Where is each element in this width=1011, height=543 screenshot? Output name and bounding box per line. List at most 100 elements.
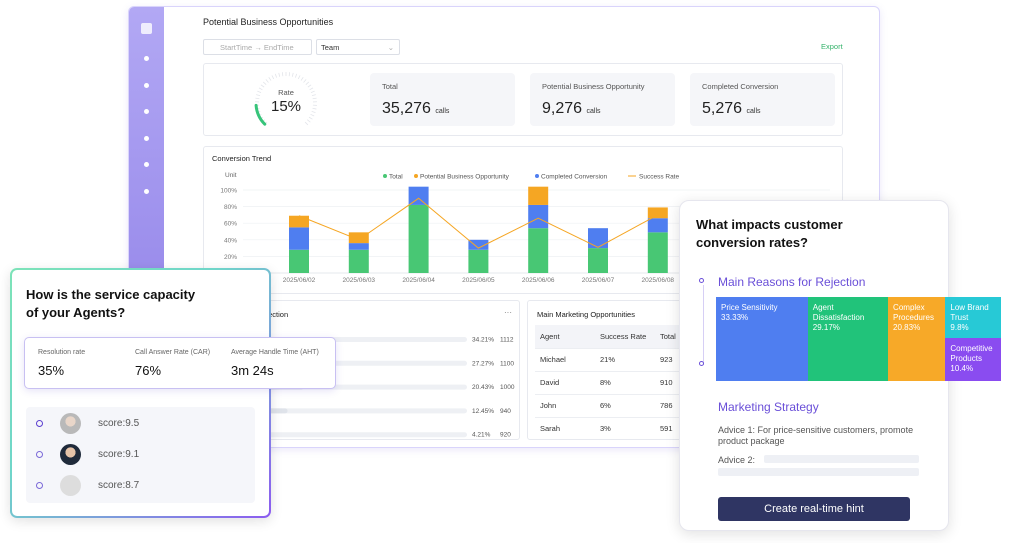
treemap-block: Competitive Products 10.4% [945,337,1001,381]
stat-number: 5,276 [702,100,743,117]
timeline [703,285,704,365]
agents-card: How is the service capacity of your Agen… [10,268,271,518]
treemap-name: Price Sensitivity [721,303,778,312]
column-header: Total [660,332,676,341]
treemap: Price Sensitivity 33.33% Agent Dissatisfac… [716,297,1001,381]
table-cell: 910 [660,378,673,387]
agents-title: How is the service capacity of your Agen… [26,287,196,320]
treemap-block: Agent Dissatisfaction 29.17% [807,297,889,381]
placeholder-line [764,455,919,463]
timeline-dot [699,278,704,283]
treemap-block: Low Brand Trust 9.8% [945,297,1001,338]
stat-card: Potential Business Opportunity 9,276 cal… [530,73,675,126]
stat-number: 9,276 [542,100,583,117]
chevron: ⌄ [387,43,394,52]
more-button[interactable]: ··· [504,308,512,317]
avatar [60,475,81,496]
hint-button[interactable]: Create real-time hint [718,497,910,521]
radio[interactable] [36,420,43,427]
avatar [60,444,81,465]
nav-dot[interactable] [144,189,149,194]
table-cell: David [540,378,560,387]
radio[interactable] [36,451,43,458]
stat-number: 35,276 [382,100,431,117]
rate-value: 15% [270,98,302,115]
stat-label: Potential Business Opportunity [542,82,645,91]
metric-label: Average Handle Time (AHT) [231,349,319,356]
radio[interactable] [36,482,43,489]
section-title: Main Reasons for Rejection [718,275,866,289]
export-button[interactable]: Export [821,42,843,51]
table-cell: 21% [600,355,616,364]
nav-dot[interactable] [144,56,149,61]
agent-score: score:8.7 [98,480,140,491]
stat-unit: calls [435,108,450,115]
table-cell: 591 [660,424,673,433]
table-header: Agent Success Rate Total [535,325,686,349]
metric-value: 76% [135,363,162,378]
table-cell: 6% [600,401,611,410]
agent-list: score:9.5 score:9.1 score:8.7 [26,407,255,503]
treemap-value: 9.8% [950,323,969,332]
metric-label: Resolution rate [38,349,86,356]
table-cell: John [540,401,557,410]
table-row: John 6% 786 [535,394,686,418]
stat-label: Total [382,82,398,91]
timeline-dot [699,361,704,366]
treemap-name: Agent Dissatisfaction [812,303,865,322]
table-cell: 8% [600,378,611,387]
stat-unit: calls [586,108,601,115]
rate-label: Rate [278,88,294,97]
marketing-card: Main Marketing Opportunities Agent Succes… [527,300,687,440]
table-row: Michael 21% 923 [535,348,686,372]
treemap-block: Complex Procedures 20.83% [888,297,946,381]
treemap-name: Low Brand Trust [950,303,989,322]
date-picker[interactable]: StartTime → EndTime [203,39,312,55]
metric-label: Call Answer Rate (CAR) [135,349,211,356]
stat-label: Completed Conversion [702,82,779,91]
stat-unit: calls [746,108,761,115]
stat-card: Total 35,276 calls [370,73,515,126]
table-cell: Sarah [540,424,561,433]
rejection-title: Main Reasons for Rejection [256,310,289,319]
team-select[interactable]: Team ⌄ [316,39,400,55]
stat-value: 35,276 calls [382,100,449,118]
stat-value: 5,276 calls [702,100,761,118]
treemap-block: Price Sensitivity 33.33% [716,297,808,381]
metric-value: 3m 24s [231,363,274,378]
placeholder-line [718,468,919,476]
agents-card-body: How is the service capacity of your Agen… [12,270,269,516]
metrics-card: Resolution rate 35% Call Answer Rate (CA… [24,337,336,389]
chart-title: Conversion Trend [212,154,272,163]
table-cell: Michael [540,355,566,364]
stat-card: Completed Conversion 5,276 calls [690,73,835,126]
start-time: StartTime [220,43,253,52]
treemap-value: 33.33% [721,313,749,322]
metric-value: 35% [38,363,65,378]
avatar [60,413,81,434]
table-cell: 3% [600,424,611,433]
logo [141,23,152,34]
table-row: Sarah 3% 591 [535,417,686,439]
table-row: David 8% 910 [535,371,686,395]
marketing-title: Main Marketing Opportunities [537,310,635,319]
nav-dot[interactable] [144,162,149,167]
team-label: Team [321,43,340,52]
treemap-value: 20.83% [893,323,921,332]
advice: Advice 1: For price-sensitive customers,… [718,425,914,446]
advice: Advice 2: [718,455,756,465]
agent-score: score:9.5 [98,418,140,429]
nav-dot[interactable] [144,136,149,141]
nav-dot[interactable] [144,109,149,114]
section-title: Marketing Strategy [718,400,819,414]
column-header: Agent [540,332,560,341]
table-cell: 786 [660,401,673,410]
marketing-table: Agent Success Rate Total Michael 21% 923 David… [535,325,686,439]
column-header: Success Rate [600,332,647,341]
nav-dot[interactable] [144,83,149,88]
treemap-name: Complex Procedures [893,303,934,322]
treemap-value: 10.4% [950,363,974,373]
treemap-value: 29.17% [812,323,840,332]
treemap-name: Competitive Products [950,343,993,363]
